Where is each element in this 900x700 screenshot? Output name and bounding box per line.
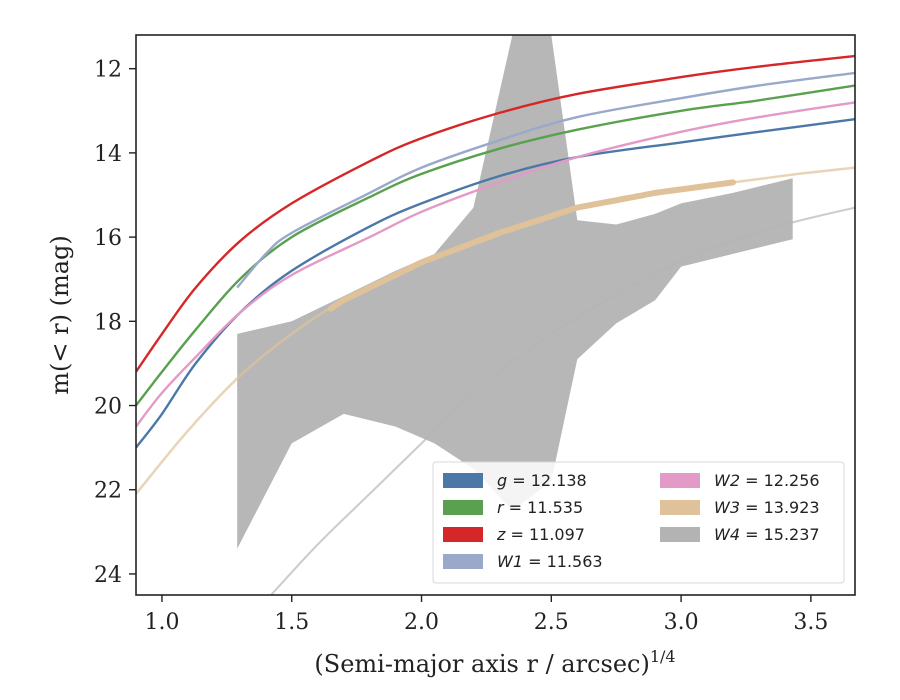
x-tick-label: 3.5: [793, 610, 828, 635]
series-line-r: [136, 84, 855, 407]
legend-label: W2 = 12.256: [714, 471, 820, 490]
x-tick-label: 2.0: [404, 610, 439, 635]
legend-swatch: [443, 554, 483, 569]
bands-layer: [237, 35, 855, 595]
legend-swatch: [660, 473, 700, 488]
x-tick-label: 1.0: [144, 610, 179, 635]
x-axis: 1.0 1.5 2.0 2.5 3.0 3.5: [144, 595, 828, 635]
legend-swatch: [660, 527, 700, 542]
legend: g = 12.138 r = 11.535 z = 11.097 W1 = 11.56…: [432, 461, 845, 584]
legend-label: z = 11.097: [496, 525, 585, 544]
legend-swatch: [443, 527, 483, 542]
series-line-w1: [236, 71, 855, 289]
y-tick-label: 20: [94, 395, 122, 420]
legend-label: r = 11.535: [497, 498, 583, 517]
legend-swatch: [443, 500, 483, 515]
series-line-z: [136, 54, 855, 373]
series-band-w4: [237, 35, 793, 549]
plot-frame: [135, 34, 856, 596]
series-line-w3-thick: [327, 179, 736, 312]
x-tick-label: 1.5: [274, 610, 309, 635]
series-line-g: [136, 118, 855, 449]
y-tick-label: 22: [94, 479, 122, 504]
y-tick-label: 12: [94, 58, 122, 83]
plot-area: [136, 35, 855, 595]
legend-label: W4 = 15.237: [714, 525, 820, 544]
series-line-w2: [136, 101, 855, 428]
lines-layer: [136, 54, 855, 495]
legend-label: W3 = 13.923: [714, 498, 820, 517]
y-axis: 12 14 16 18 20 22 24: [94, 58, 136, 588]
y-tick-label: 16: [94, 226, 122, 251]
y-axis-label: m(< r) (mag): [46, 235, 74, 394]
legend-label: g = 12.138: [497, 471, 587, 490]
legend-label: W1 = 11.563: [497, 552, 603, 571]
y-tick-label: 18: [94, 310, 122, 335]
legend-swatch: [443, 473, 483, 488]
legend-swatch: [660, 500, 700, 515]
y-tick-label: 24: [94, 563, 122, 588]
y-tick-label: 14: [94, 142, 122, 167]
x-tick-label: 3.0: [664, 610, 699, 635]
x-tick-label: 2.5: [534, 610, 569, 635]
x-axis-label: (Semi-major axis r / arcsec)1/4: [314, 647, 675, 678]
legend-box: [432, 461, 845, 584]
